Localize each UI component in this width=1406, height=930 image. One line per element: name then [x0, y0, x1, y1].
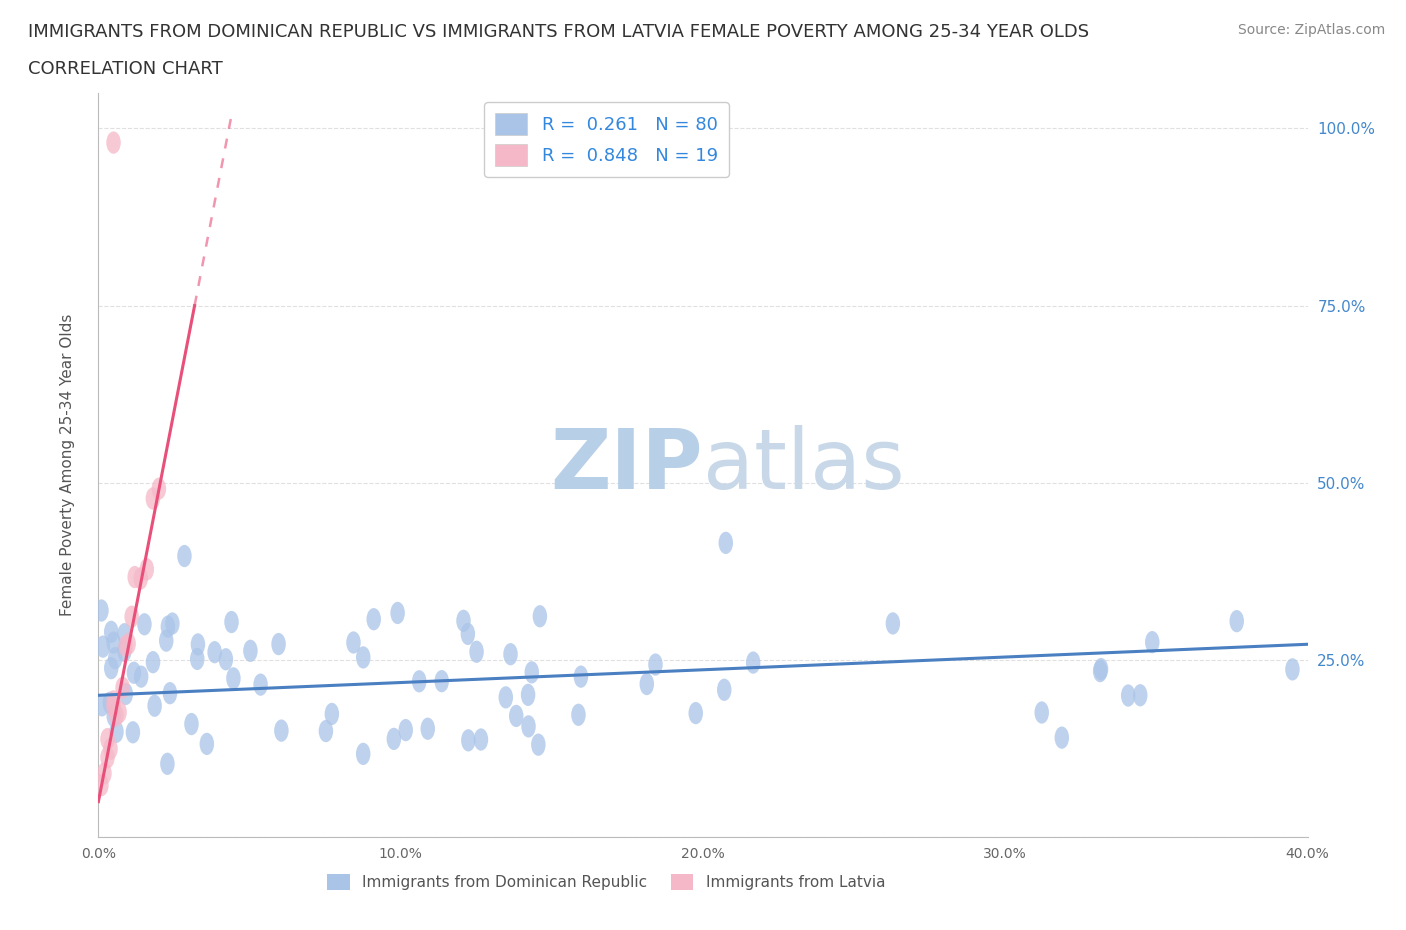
Text: Source: ZipAtlas.com: Source: ZipAtlas.com: [1237, 23, 1385, 37]
Text: CORRELATION CHART: CORRELATION CHART: [28, 60, 224, 78]
Y-axis label: Female Poverty Among 25-34 Year Olds: Female Poverty Among 25-34 Year Olds: [60, 313, 75, 617]
Text: IMMIGRANTS FROM DOMINICAN REPUBLIC VS IMMIGRANTS FROM LATVIA FEMALE POVERTY AMON: IMMIGRANTS FROM DOMINICAN REPUBLIC VS IM…: [28, 23, 1090, 41]
Legend: Immigrants from Dominican Republic, Immigrants from Latvia: Immigrants from Dominican Republic, Immi…: [321, 868, 891, 897]
Text: ZIP: ZIP: [551, 424, 703, 506]
Text: atlas: atlas: [703, 424, 904, 506]
